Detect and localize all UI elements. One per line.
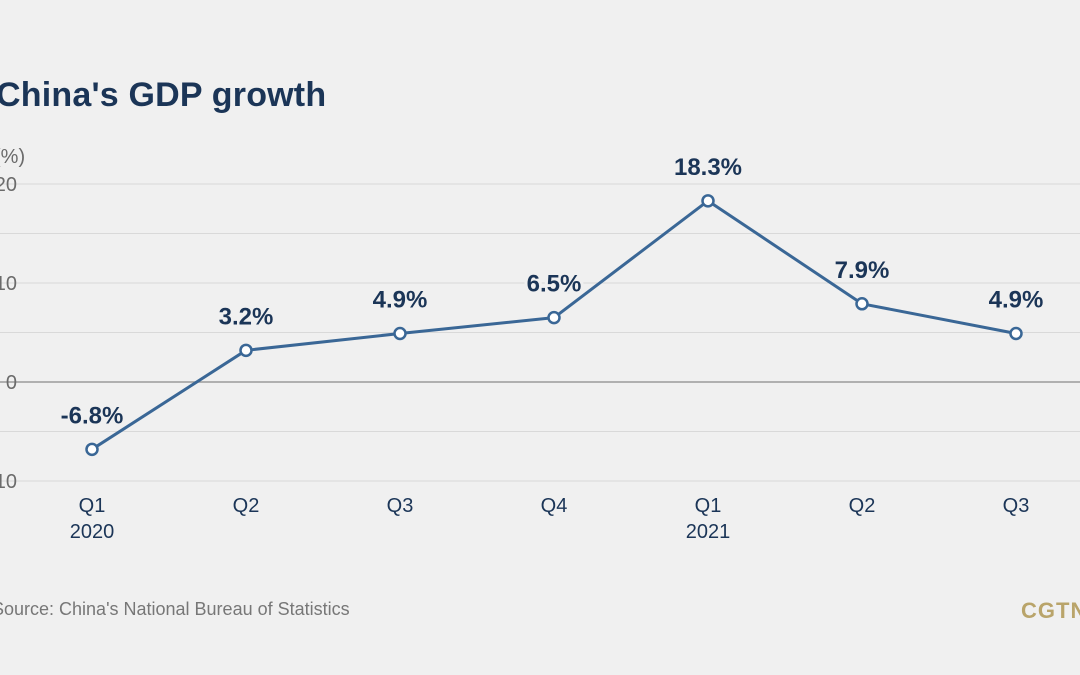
x-tick-label: Q1 xyxy=(695,495,722,517)
source-note: Source: China's National Bureau of Stati… xyxy=(0,599,350,619)
data-point xyxy=(239,343,253,358)
data-point xyxy=(547,310,561,325)
x-tick-year-label: 2021 xyxy=(686,521,731,543)
y-tick-label: 10 xyxy=(0,273,17,295)
cgtn-logo: CGTN xyxy=(1021,598,1080,623)
x-tick-label: Q3 xyxy=(387,495,414,517)
data-label: 18.3% xyxy=(674,154,742,181)
gridlines xyxy=(0,183,1080,482)
x-tick-year-label: 2020 xyxy=(70,521,115,543)
data-label: 3.2% xyxy=(219,303,274,330)
data-point xyxy=(393,326,407,341)
y-axis-ticks: 20 10 0 10 xyxy=(0,174,17,493)
data-point xyxy=(855,297,869,311)
x-axis-ticks: Q1 2020 Q2 Q3 Q4 Q1 2021 Q2 Q3 xyxy=(70,495,1030,543)
x-tick-label: Q1 xyxy=(79,495,106,517)
data-labels: -6.8% 3.2% 4.9% 6.5% 18.3% 7.9% 4.9% xyxy=(58,151,1047,432)
data-label: 4.9% xyxy=(989,286,1044,313)
y-tick-label: 20 xyxy=(0,174,17,196)
data-point xyxy=(701,194,715,208)
data-label: 6.5% xyxy=(527,271,582,298)
x-tick-label: Q4 xyxy=(541,495,568,517)
data-label: 4.9% xyxy=(373,286,428,313)
series-gdp-growth xyxy=(85,194,1023,457)
data-point xyxy=(85,442,99,457)
data-label: -6.8% xyxy=(61,402,124,429)
y-tick-label: 0 xyxy=(6,372,17,394)
x-tick-label: Q2 xyxy=(849,495,876,517)
chart-title: China's GDP growth xyxy=(0,76,327,114)
y-axis-unit-label: (%) xyxy=(0,146,26,168)
data-label: 7.9% xyxy=(835,257,890,284)
y-tick-label: 10 xyxy=(0,471,17,493)
x-tick-label: Q3 xyxy=(1003,495,1030,517)
data-point xyxy=(1009,326,1023,341)
x-tick-label: Q2 xyxy=(233,495,260,517)
